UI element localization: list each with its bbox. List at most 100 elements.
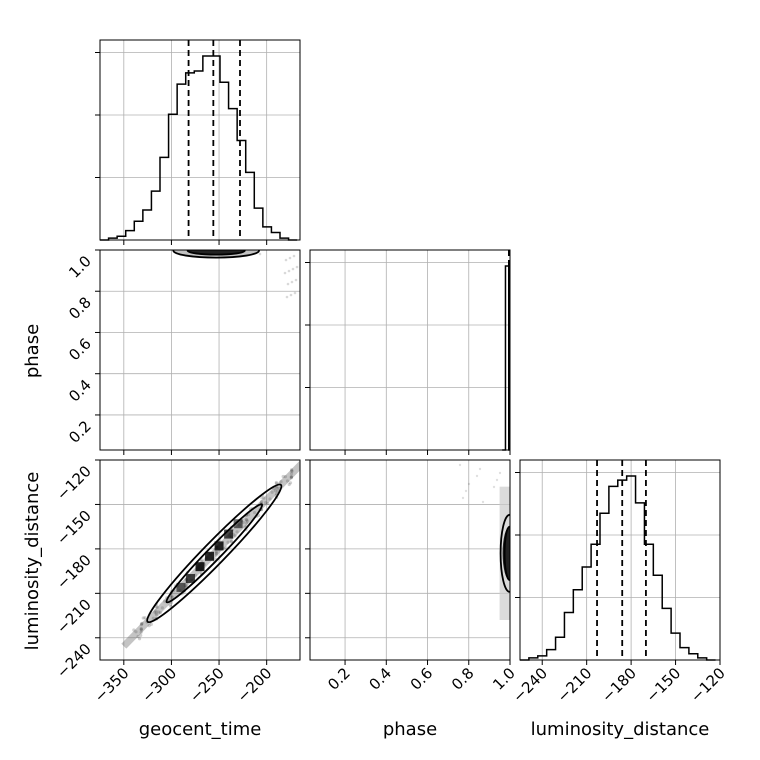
ytick-label-luminosity_distance-2: −180 (53, 551, 95, 593)
phase-outlier-11 (285, 295, 289, 299)
scatter-point-17 (151, 616, 155, 620)
scatter-point-23 (154, 611, 158, 615)
panel-frame-2-2 (519, 459, 721, 661)
y-axis-label-luminosity-distance: luminosity_distance (22, 472, 43, 651)
phase-outlier-5 (291, 267, 295, 271)
xtick-label-geocent_time-0: −350 (91, 664, 133, 706)
scatter-point-147 (279, 480, 283, 484)
scatter-point-83 (214, 553, 218, 557)
scatter-point-158 (289, 475, 294, 479)
xtick-label-phase-1: 0.4 (366, 664, 396, 694)
x-axis-label-luminosity-distance: luminosity_distance (531, 719, 710, 740)
phase-outlier-9 (287, 269, 291, 273)
lumdist-outlier-1 (475, 474, 479, 478)
phase-outlier-4 (292, 254, 296, 258)
marks-layer (100, 40, 716, 661)
phase-outlier-1 (295, 265, 299, 269)
scatter-point-154 (290, 469, 294, 473)
xtick-label-phase-3: 0.8 (448, 664, 478, 694)
scatter-point-124 (259, 500, 264, 504)
contour-geocent-phase-1 (172, 250, 260, 259)
contour-geocent-lumdist-1 (146, 483, 283, 624)
scatter-point-11 (140, 621, 144, 626)
scatter-point-2 (136, 634, 140, 639)
scatter-point-135 (270, 490, 274, 494)
phase-outlier-7 (289, 293, 293, 297)
scatter-point-131 (262, 496, 266, 500)
ticks-layer: 0.20.40.60.81.0−350 −300 −250 −200−240−210−… (53, 52, 729, 706)
scatter-point-146 (277, 486, 281, 490)
phase-outlier-13 (283, 271, 287, 275)
scatter-point-134 (268, 497, 272, 501)
phase-outlier-8 (288, 256, 292, 260)
phase-outlier-6 (290, 280, 294, 284)
y-axis-label-phase: phase (22, 324, 43, 378)
scatter-point-156 (289, 472, 294, 476)
frame-layer (99, 39, 721, 661)
scatter-point-145 (276, 489, 280, 493)
phase-outlier-12 (284, 258, 288, 262)
scatter-point-153 (289, 474, 293, 479)
lumdist-outlier-0 (458, 463, 462, 467)
panel-frame-2-1 (309, 459, 511, 661)
contour-geocent-lumdist-0 (165, 503, 264, 604)
scatter-point-110 (245, 518, 249, 522)
scatter-point-1 (134, 630, 138, 634)
scatter-point-41 (170, 595, 175, 599)
scatter-point-150 (285, 479, 290, 483)
density-block-3 (185, 574, 195, 584)
scatter-point-6 (139, 622, 144, 626)
ytick-label-luminosity_distance-0: −240 (53, 640, 95, 682)
scatter-point-136 (272, 487, 276, 491)
scatter-point-152 (288, 481, 293, 485)
density-block-5 (176, 582, 186, 592)
scatter-point-119 (253, 510, 257, 515)
scatter-point-149 (283, 475, 287, 479)
density-block-0 (195, 562, 205, 572)
ytick-label-luminosity_distance-4: −120 (53, 462, 95, 504)
scatter-point-28 (158, 611, 162, 615)
xtick-label-phase-0: 0.2 (324, 664, 354, 694)
xtick-label-luminosity_distance-1: −210 (554, 664, 596, 706)
scatter-point-103 (235, 530, 239, 534)
panel-frame-1-0 (99, 249, 301, 451)
histogram-geocent_time (100, 55, 298, 241)
ytick-label-phase-1: 0.4 (65, 376, 95, 406)
ytick-label-phase-0: 0.2 (65, 417, 95, 447)
scatter-point-114 (245, 521, 249, 525)
xtick-label-luminosity_distance-2: −180 (598, 664, 640, 706)
scatter-point-4 (139, 633, 143, 637)
density-geocent-vs-phase (172, 250, 299, 299)
scatter-point-0 (132, 628, 136, 632)
scatter-point-142 (274, 480, 278, 485)
ytick-label-phase-3: 0.8 (65, 293, 95, 323)
scatter-point-155 (290, 468, 294, 472)
lumdist-outlier-4 (478, 467, 482, 471)
histogram-luminosity_distance (520, 475, 716, 661)
ytick-label-phase-2: 0.6 (65, 335, 95, 365)
density-block-4 (224, 529, 234, 539)
x-axis-label-geocent-time: geocent_time (139, 719, 262, 740)
panel-frame-0-0 (99, 39, 301, 241)
scatter-point-144 (275, 486, 279, 490)
scatter-point-132 (264, 500, 268, 505)
density-block-1 (205, 551, 215, 561)
scatter-point-151 (287, 482, 291, 487)
panel-frame-1-1 (309, 249, 511, 451)
scatter-point-26 (155, 605, 159, 609)
scatter-point-30 (162, 599, 167, 603)
lumdist-outlier-8 (498, 471, 502, 475)
scatter-point-137 (273, 489, 277, 493)
scatter-point-5 (139, 627, 143, 631)
scatter-point-3 (137, 637, 142, 641)
density-block-6 (233, 519, 243, 529)
xtick-label-geocent_time-2: −250 (186, 664, 228, 706)
scatter-point-129 (260, 496, 264, 500)
scatter-point-102 (233, 534, 237, 538)
scatter-point-29 (160, 606, 164, 610)
scatter-point-7 (139, 623, 144, 627)
density-ridge (121, 460, 300, 649)
scatter-point-8 (139, 627, 143, 631)
phase-outlier-10 (286, 282, 290, 286)
